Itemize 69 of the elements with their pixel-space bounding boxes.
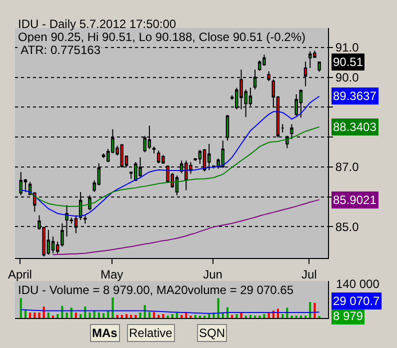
bar [93,310,96,318]
bar [171,314,174,318]
bar [98,312,100,318]
bar [249,314,252,318]
y-tick-label: 90.0 [335,70,360,84]
text: 8 979 [333,309,364,323]
chart-title: IDU - Volume = 8 979.00, MA20volume = 29 070.65 [18,283,294,297]
bar [148,312,150,318]
bar [139,312,142,318]
bar [217,298,220,318]
bar [208,314,210,318]
bar [29,312,32,318]
x-tick-label: Jun [203,267,222,282]
bar [263,314,266,318]
text: 88.3403 [333,120,377,134]
text: 89.3637 [333,89,377,103]
bar [134,314,137,318]
bar [158,314,160,318]
y-tick-label: 91.0 [335,40,360,55]
bar [116,314,118,318]
bar [130,314,132,318]
text: MAs [92,326,118,340]
bar [180,314,183,318]
bar [144,305,146,318]
candlestick [318,62,321,72]
bar [38,312,40,318]
bar [80,314,82,318]
bar [162,314,164,318]
bar [34,312,36,318]
line-series [30,126,320,207]
candlestick [267,70,270,82]
bar [102,313,105,318]
candlestick [33,192,36,212]
line-series [52,199,320,256]
text: 140 000 [336,277,380,291]
line-series [20,96,320,217]
text: 29 070.7 [333,294,380,308]
candlestick [84,214,87,224]
y-tick-label: 87.0 [335,160,360,174]
text: 90.51 [333,55,364,69]
text: SQN [199,326,226,340]
x-tick-label: April [8,267,32,282]
bar [240,312,242,318]
bar [66,312,68,318]
y-tick-label: 85.0 [335,220,360,234]
bar [88,312,91,318]
bar [20,298,22,318]
text: 85.9021 [333,193,377,207]
candlestick [152,146,156,154]
x-tick-label: May [100,267,124,282]
bar [309,302,312,318]
bar [56,314,59,318]
bar [194,314,196,318]
bar [236,314,238,318]
bar [120,314,123,318]
bar [47,312,50,318]
candlestick [280,124,284,134]
bar [74,312,77,318]
text: Relative [129,326,173,340]
chart-title: IDU - Daily 5.7.2012 17:50:00 [18,17,176,31]
bar [152,312,156,318]
bar [282,314,284,318]
annotation: ATR: 0.775163 [18,43,101,57]
x-tick-label: Jul [302,267,317,282]
bar [125,314,128,318]
bar [231,314,234,318]
bar [314,302,316,318]
candlestick [102,152,106,158]
chart-subtitle: Open 90.25, Hi 90.51, Lo 90.188, Close 90.51 (-0.2%) [18,30,306,44]
